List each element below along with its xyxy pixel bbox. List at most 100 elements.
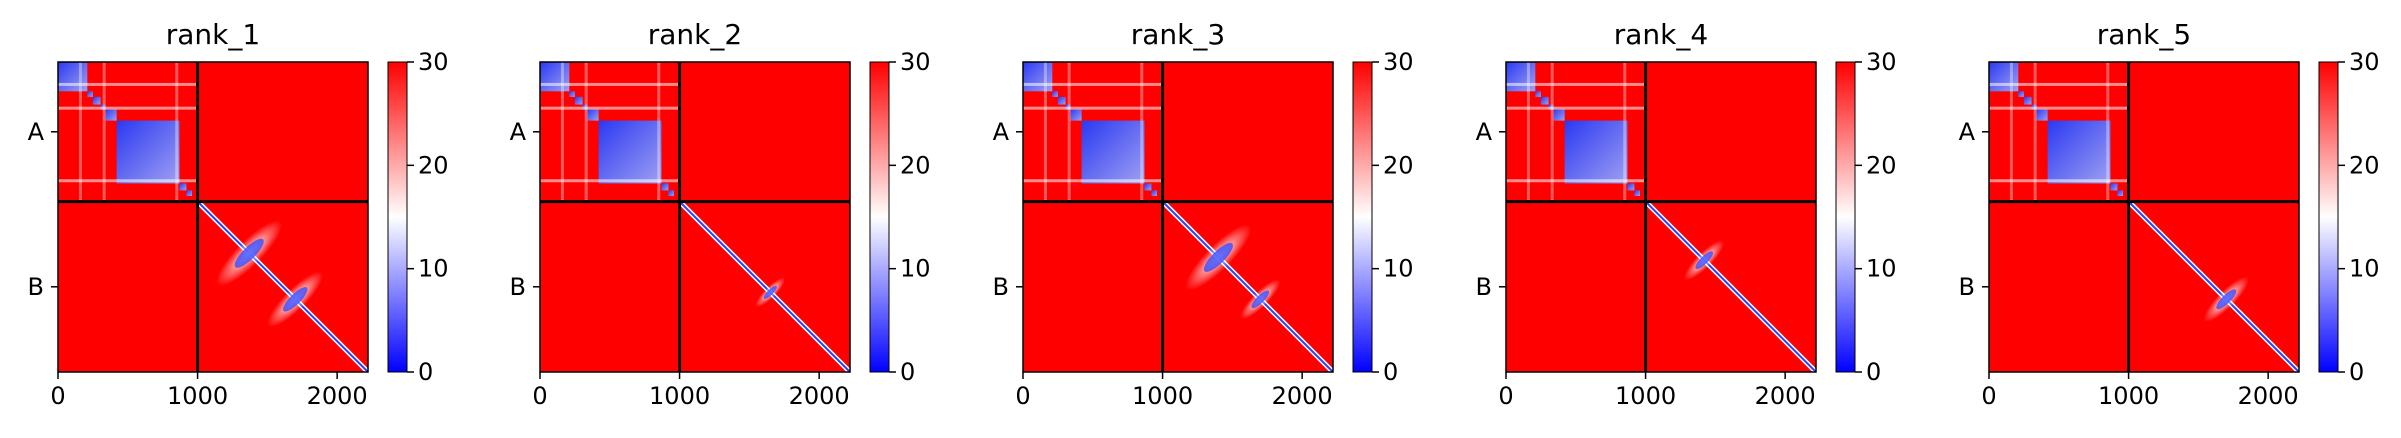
- colorbar-tick-label: 10: [1866, 255, 1897, 283]
- panel-rank_2: rank_2 0 1000 2000 A B 0 10 20 30: [510, 18, 931, 410]
- colorbar-tick-label: 10: [900, 255, 931, 283]
- streak: [1526, 62, 1530, 202]
- streak: [1140, 62, 1144, 202]
- x-tick-label: 0: [532, 382, 547, 410]
- heatmap: [1506, 62, 1816, 372]
- streak: [58, 82, 198, 86]
- panel-rank_1: rank_1 0 1000 2000 A B 0 10 20 30: [28, 18, 449, 410]
- x-tick-label: 1000: [1615, 382, 1676, 410]
- streak: [102, 62, 106, 202]
- streak: [540, 179, 680, 183]
- cross-feature-core: [1203, 242, 1233, 272]
- x-tick-label: 2000: [1272, 382, 1333, 410]
- heatmap: [58, 62, 368, 372]
- streak: [1023, 82, 1163, 86]
- streak: [1506, 179, 1646, 183]
- domain-block: [1506, 62, 1536, 92]
- domain-block: [2110, 183, 2118, 191]
- domain-block: [598, 120, 662, 184]
- y-tick-label: A: [510, 118, 527, 146]
- colorbar-tick-label: 0: [1866, 358, 1881, 386]
- x-tick-label: 1000: [2098, 382, 2159, 410]
- domain-block: [587, 109, 599, 121]
- domain-block: [87, 91, 93, 97]
- colorbar-tick-label: 10: [418, 255, 449, 283]
- domain-block: [574, 96, 583, 105]
- domain-block: [661, 183, 669, 191]
- streak: [1989, 179, 2129, 183]
- panel-title: rank_5: [2097, 18, 2191, 51]
- x-tick-label: 1000: [167, 382, 228, 410]
- axes-frame: [539, 61, 851, 373]
- y-tick-label: A: [28, 118, 45, 146]
- colorbar-tick-label: 20: [900, 151, 931, 179]
- colorbar-tick-label: 0: [900, 358, 915, 386]
- streak: [1506, 82, 1646, 86]
- diagonal-line: [1644, 200, 1816, 372]
- colorbar: [1835, 61, 1856, 373]
- panel-title: rank_4: [1614, 18, 1708, 51]
- cross-feature-core: [1695, 251, 1714, 270]
- y-tick-label: B: [510, 273, 526, 301]
- x-tick-label: 0: [1981, 382, 1996, 410]
- panel-rank_3: rank_3 0 1000 2000 A B 0 10 20 30: [993, 18, 1414, 410]
- streak: [1623, 62, 1627, 202]
- streak: [584, 62, 588, 202]
- x-tick-label: 0: [1015, 382, 1030, 410]
- axes-frame: [1505, 61, 1817, 373]
- diagonal-line: [2127, 200, 2299, 372]
- streak: [1550, 62, 1554, 202]
- domain-block: [1081, 120, 1145, 184]
- cross-feature-core: [1251, 290, 1270, 309]
- colorbar-tick-label: 10: [2349, 255, 2380, 283]
- panel-title: rank_3: [1131, 18, 1225, 51]
- colorbar: [869, 61, 890, 373]
- domain-block: [2047, 120, 2111, 184]
- streak: [2009, 62, 2013, 202]
- streak: [58, 179, 198, 183]
- domain-block: [92, 96, 101, 105]
- x-tick-label: 1000: [649, 382, 710, 410]
- colorbar-tick-label: 0: [1383, 358, 1398, 386]
- domain-block: [1023, 62, 1053, 92]
- streak: [1043, 62, 1047, 202]
- panel-rank_5: rank_5 0 1000 2000 A B 0 10 20 30: [1959, 18, 2380, 410]
- domain-block: [1057, 96, 1066, 105]
- y-tick-label: A: [1476, 118, 1493, 146]
- colorbar: [1352, 61, 1373, 373]
- x-tick-label: 0: [1498, 382, 1513, 410]
- x-tick-label: 2000: [1755, 382, 1816, 410]
- domain-block: [1989, 62, 2019, 92]
- y-tick-label: B: [28, 273, 44, 301]
- streak: [58, 106, 198, 110]
- domain-block: [105, 109, 117, 121]
- diagonal-line: [678, 200, 850, 372]
- streak: [1023, 179, 1163, 183]
- streak: [175, 62, 179, 202]
- domain-block: [1151, 190, 1157, 196]
- y-tick-label: B: [1476, 273, 1492, 301]
- streak: [2033, 62, 2037, 202]
- streak: [78, 62, 82, 202]
- colorbar-tick-label: 20: [418, 151, 449, 179]
- panel-title: rank_1: [166, 18, 260, 51]
- domain-block: [1540, 96, 1549, 105]
- domain-block: [1144, 183, 1152, 191]
- colorbar-tick-label: 10: [1383, 255, 1414, 283]
- streak: [1067, 62, 1071, 202]
- streak: [1989, 82, 2129, 86]
- colorbar-tick-label: 30: [900, 48, 931, 76]
- domain-block: [2023, 96, 2032, 105]
- colorbar: [2318, 61, 2339, 373]
- domain-block: [1535, 91, 1541, 97]
- domain-block: [1627, 183, 1635, 191]
- streak: [2106, 62, 2110, 202]
- x-tick-label: 0: [50, 382, 65, 410]
- axes-frame: [1022, 61, 1334, 373]
- x-tick-label: 2000: [307, 382, 368, 410]
- domain-block: [2117, 190, 2123, 196]
- heatmap: [1989, 62, 2299, 372]
- domain-block: [179, 183, 187, 191]
- colorbar-tick-label: 30: [2349, 48, 2380, 76]
